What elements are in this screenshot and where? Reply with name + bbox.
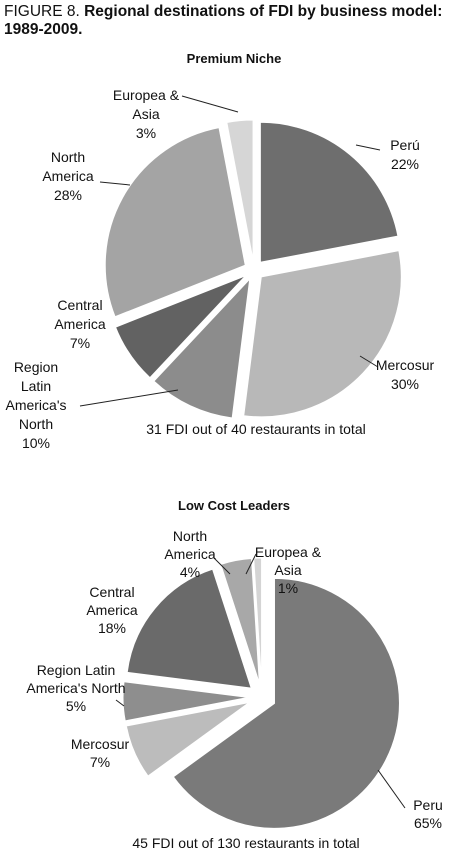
leader-line: [99, 181, 131, 186]
pie-slice: [122, 681, 249, 722]
pie-slice: [125, 702, 250, 777]
leader-line: [213, 557, 231, 575]
pie-slice: [114, 275, 247, 379]
slice-label-line: 1%: [278, 580, 298, 596]
pie-chart-premium-niche: Premium Niche Perú 22% Mercosur 30% Region La…: [5, 51, 434, 451]
slice-label-line: Mercosur: [71, 736, 130, 752]
slice-label-line: America: [86, 602, 138, 618]
pie-slice: [153, 277, 251, 419]
slice-label-line: Region Latin: [37, 662, 116, 678]
slice-label: Europea & Asia 3%: [113, 87, 180, 141]
pie-slice: [243, 250, 402, 418]
slice-label-line: North: [19, 416, 53, 432]
slice-label-line: 10%: [22, 435, 50, 451]
chart-title: Low Cost Leaders: [178, 498, 290, 513]
chart-note: 45 FDI out of 130 restaurants in total: [132, 835, 359, 851]
slice-label-line: America's: [5, 397, 66, 413]
figure-number: FIGURE 8.: [4, 3, 80, 20]
slice-label-line: Asia: [274, 562, 301, 578]
slice-label-line: Mercosur: [376, 357, 435, 373]
pie-chart-low-cost-leaders: Low Cost Leaders Peru 65% Mercosur 7% Region…: [26, 498, 442, 851]
slice-label-line: Region: [14, 359, 58, 375]
slice-label: Mercosur 30%: [376, 357, 435, 392]
slice-label-line: Central: [89, 584, 134, 600]
chart-title: Premium Niche: [187, 51, 282, 66]
slice-label-line: America: [164, 546, 216, 562]
slice-label: Region Latin America's North 10%: [5, 359, 66, 451]
slice-label-line: America: [54, 316, 106, 332]
slice-labels: Peru 65% Mercosur 7% Region Latin America's N…: [26, 528, 442, 831]
slice-label-line: Latin: [21, 378, 51, 394]
slice-label-line: 28%: [54, 187, 82, 203]
slice-label-line: 5%: [66, 698, 86, 714]
slice-label-line: America: [42, 168, 94, 184]
slice-label-line: 7%: [90, 754, 110, 770]
slice-label-line: Europea &: [113, 87, 180, 103]
slice-label-line: 65%: [414, 815, 442, 831]
pie-slice: [226, 119, 254, 261]
slice-label: Peru 65%: [413, 797, 443, 831]
slice-label: Perú 22%: [390, 137, 420, 172]
slice-label-line: 18%: [98, 620, 126, 636]
slice-label-line: Peru: [413, 797, 443, 813]
leader-line: [355, 144, 381, 151]
slice-label-line: Europea &: [255, 544, 322, 560]
slice-label-line: Perú: [390, 137, 420, 153]
slice-label: Region Latin America's North 5%: [26, 662, 125, 714]
leader-line: [79, 389, 179, 407]
slice-labels: Perú 22% Mercosur 30% Region Latin America's No…: [5, 87, 434, 451]
slice-label-line: America's North: [26, 680, 125, 696]
slice-label: Central America 18%: [86, 584, 138, 636]
leader-line: [181, 95, 239, 113]
slice-label: North America 28%: [42, 149, 94, 203]
chart-note: 31 FDI out of 40 restaurants in total: [146, 421, 365, 437]
slice-label-line: Central: [57, 297, 102, 313]
slice-label-line: 22%: [391, 156, 419, 172]
pie-slice: [259, 121, 399, 263]
slice-label-line: 7%: [70, 335, 90, 351]
slice-label-line: North: [51, 149, 85, 165]
pie-slices: [104, 119, 402, 419]
pie-slices: [122, 557, 400, 829]
pie-slice: [172, 577, 400, 829]
slice-label-line: 4%: [180, 564, 200, 580]
leader-line: [115, 699, 125, 707]
slice-label-line: Asia: [132, 106, 159, 122]
slice-label: Europea & Asia 1%: [255, 544, 322, 596]
leader-line: [359, 355, 379, 368]
pie-slice: [126, 568, 252, 689]
figure-title: FIGURE 8. Regional destinations of FDI b…: [4, 3, 452, 39]
pie-slice: [104, 127, 246, 318]
figure-title-text: Regional destinations of FDI by business…: [4, 3, 443, 38]
leader-line: [245, 553, 257, 575]
slice-label: Mercosur 7%: [71, 736, 130, 770]
slice-label-line: 30%: [391, 376, 419, 392]
slice-label-line: North: [173, 528, 207, 544]
slice-label-line: 3%: [136, 125, 156, 141]
leader-line: [377, 769, 406, 809]
slice-label: North America 4%: [164, 528, 216, 580]
slice-label: Central America 7%: [54, 297, 106, 351]
